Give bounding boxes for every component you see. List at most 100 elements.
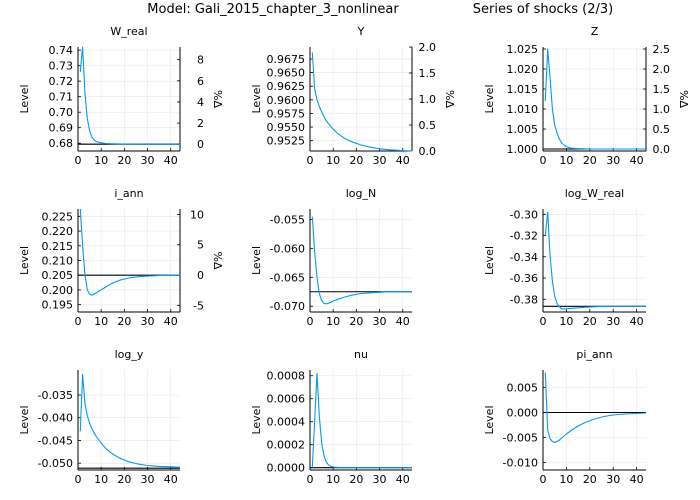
x-tick-label: 30 xyxy=(141,473,155,486)
y-axis-label: Level xyxy=(483,405,496,434)
x-tick-label: 10 xyxy=(559,315,573,328)
x-tick-label: 40 xyxy=(630,315,644,328)
x-tick-label: 30 xyxy=(606,473,620,486)
y-axis-label: Level xyxy=(18,84,31,113)
x-tick-label: 0 xyxy=(307,154,314,167)
right-tick-label: 2.0 xyxy=(419,41,437,54)
x-tick-label: 30 xyxy=(373,154,387,167)
panel-title: pi_ann xyxy=(576,348,612,361)
y-tick-label: 0.205 xyxy=(42,269,74,282)
x-tick-label: 20 xyxy=(349,315,363,328)
y-tick-label: -0.32 xyxy=(510,230,538,243)
x-tick-label: 10 xyxy=(559,154,573,167)
x-tick-label: 40 xyxy=(630,154,644,167)
y-tick-label: -0.065 xyxy=(270,271,305,284)
y-tick-label: -0.045 xyxy=(38,434,73,447)
y-axis-label: Level xyxy=(483,246,496,275)
x-tick-label: 20 xyxy=(349,154,363,167)
series-line-i_ann xyxy=(79,208,180,296)
right-tick-label: 1.0 xyxy=(653,103,671,116)
y-tick-label: 0.195 xyxy=(42,299,74,312)
y-tick-label: 1.025 xyxy=(507,43,539,56)
right-tick-label: 8 xyxy=(197,54,204,67)
x-tick-label: 0 xyxy=(540,315,547,328)
series-line-log_W_real xyxy=(544,211,646,310)
right-tick-label: 6 xyxy=(197,75,204,88)
y-tick-label: -0.035 xyxy=(38,389,73,402)
y-tick-label: 0.200 xyxy=(42,284,74,297)
y-tick-label: 0.005 xyxy=(507,382,539,395)
y-tick-label: -0.36 xyxy=(510,272,538,285)
y-tick-label: 0.9600 xyxy=(267,94,306,107)
y-tick-label: 0.69 xyxy=(49,122,74,135)
y-tick-label: -0.38 xyxy=(510,293,538,306)
y-tick-label: 0.220 xyxy=(42,225,74,238)
y-tick-label: -0.060 xyxy=(270,242,305,255)
y-tick-label: 0.0000 xyxy=(267,462,306,475)
y-tick-label: 0.71 xyxy=(49,91,74,104)
y-tick-label: 0.9625 xyxy=(267,80,306,93)
x-tick-label: 20 xyxy=(117,154,131,167)
y-axis-label: Level xyxy=(250,246,263,275)
x-tick-label: 30 xyxy=(141,154,155,167)
panel-title: log_W_real xyxy=(565,187,625,200)
y-tick-label: 1.015 xyxy=(507,83,539,96)
right-tick-label: 5 xyxy=(197,239,204,252)
y-tick-label: 0.74 xyxy=(49,44,74,57)
y-tick-label: 0.0002 xyxy=(267,439,306,452)
x-tick-label: 20 xyxy=(583,315,597,328)
right-tick-label: 0.0 xyxy=(653,143,671,156)
x-tick-label: 40 xyxy=(396,315,410,328)
x-tick-label: 40 xyxy=(396,473,410,486)
y-tick-label: 1.010 xyxy=(507,103,539,116)
right-tick-label: 2.5 xyxy=(653,43,671,56)
panels-group: 0 10 20 30 400.680.690.700.710.720.730.74024… xyxy=(18,25,690,486)
panel-title: Y xyxy=(357,25,365,38)
y-tick-label: 0.0008 xyxy=(267,370,306,383)
x-tick-label: 30 xyxy=(606,315,620,328)
y-axis-label: Level xyxy=(250,84,263,113)
y-tick-label: -0.040 xyxy=(38,412,73,425)
y-tick-label: 0.000 xyxy=(507,407,539,420)
x-tick-label: 20 xyxy=(117,473,131,486)
y-tick-label: -0.050 xyxy=(38,457,73,470)
y-tick-label: 0.68 xyxy=(49,137,74,150)
y-tick-label: -0.010 xyxy=(503,457,538,470)
x-tick-label: 30 xyxy=(606,154,620,167)
series-line-log_y xyxy=(79,373,181,468)
x-tick-label: 0 xyxy=(540,473,547,486)
x-tick-label: 10 xyxy=(94,154,108,167)
right-tick-label: 4 xyxy=(197,96,204,109)
series-line-Y xyxy=(311,52,413,152)
y-tick-label: 0.9675 xyxy=(267,53,306,66)
y-axis-label: Level xyxy=(18,246,31,275)
panel-title: log_y xyxy=(115,348,144,361)
y-tick-label: 0.9550 xyxy=(267,121,306,134)
right-axis-label: %Δ xyxy=(211,252,224,270)
y-tick-label: -0.070 xyxy=(270,300,305,313)
x-tick-label: 40 xyxy=(164,154,178,167)
x-tick-label: 40 xyxy=(396,154,410,167)
right-axis-label: %Δ xyxy=(211,90,224,108)
y-tick-label: 1.000 xyxy=(507,143,539,156)
y-tick-label: -0.055 xyxy=(270,213,305,226)
panel-title: W_real xyxy=(110,25,147,38)
x-tick-label: 20 xyxy=(583,473,597,486)
x-tick-label: 10 xyxy=(559,473,573,486)
y-tick-label: 1.020 xyxy=(507,63,539,76)
panel-title: log_N xyxy=(346,187,377,200)
y-tick-label: 1.005 xyxy=(507,123,539,136)
right-axis-label: %Δ xyxy=(443,90,456,108)
right-tick-label: 10 xyxy=(190,208,204,221)
y-tick-label: 0.72 xyxy=(49,75,74,88)
x-tick-label: 0 xyxy=(75,154,82,167)
x-tick-label: 10 xyxy=(326,154,340,167)
x-tick-label: 0 xyxy=(540,154,547,167)
x-tick-label: 0 xyxy=(75,315,82,328)
right-tick-label: 0.5 xyxy=(653,123,671,136)
panel-title: Z xyxy=(591,25,599,38)
figure-subtitle: Series of shocks (2/3) xyxy=(473,2,613,17)
y-tick-label: 0.0004 xyxy=(267,416,306,429)
y-tick-label: 0.225 xyxy=(42,210,74,223)
